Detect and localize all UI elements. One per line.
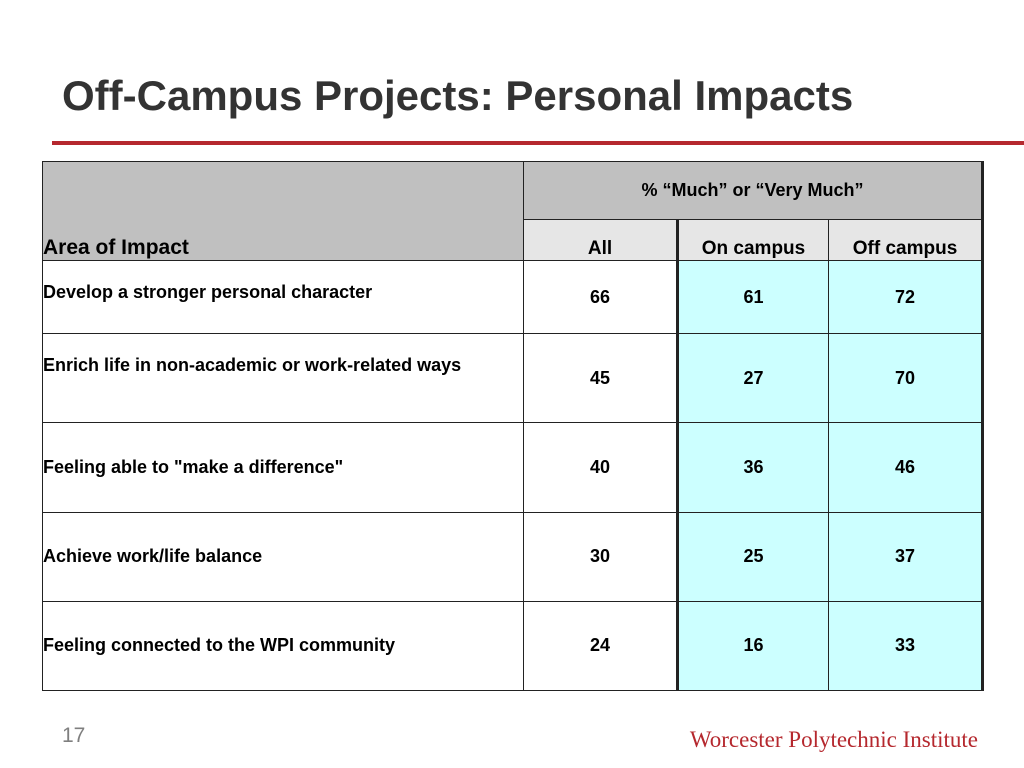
row-label: Enrich life in non-academic or work-rela…	[42, 333, 524, 424]
cell-off-campus: 46	[827, 422, 985, 513]
table-row: Develop a stronger personal character 66…	[42, 259, 985, 335]
table-row: Achieve work/life balance 30 25 37	[42, 511, 985, 602]
percent-much-header: % “Much” or “Very Much”	[522, 161, 985, 220]
cell-all: 66	[523, 259, 678, 335]
column-header-all: All	[523, 219, 678, 261]
cell-all: 45	[523, 333, 678, 424]
impact-table: Area of Impact % “Much” or “Very Much” A…	[42, 161, 985, 692]
row-label: Develop a stronger personal character	[42, 259, 524, 335]
cell-off-campus: 72	[827, 259, 985, 335]
cell-off-campus: 70	[827, 333, 985, 424]
cell-off-campus: 37	[827, 511, 985, 602]
row-label: Achieve work/life balance	[42, 511, 524, 602]
table-header-row: Area of Impact % “Much” or “Very Much”	[42, 161, 985, 261]
cell-on-campus: 27	[676, 333, 829, 424]
title-divider	[52, 141, 1024, 145]
area-of-impact-header: Area of Impact	[42, 161, 524, 261]
cell-on-campus: 61	[676, 259, 829, 335]
row-label: Feeling able to "make a difference"	[42, 422, 524, 513]
column-header-off-campus: Off campus	[827, 219, 985, 261]
page-title: Off-Campus Projects: Personal Impacts	[62, 72, 854, 119]
row-label: Feeling connected to the WPI community	[42, 600, 524, 692]
table-row: Feeling able to "make a difference" 40 3…	[42, 422, 985, 513]
cell-off-campus: 33	[827, 600, 985, 692]
cell-on-campus: 25	[676, 511, 829, 602]
cell-all: 30	[523, 511, 678, 602]
cell-all: 40	[523, 422, 678, 513]
table-subheader-row: All On campus Off campus	[43, 219, 985, 261]
column-header-on-campus: On campus	[676, 219, 829, 261]
footer-brand: Worcester Polytechnic Institute	[689, 727, 978, 752]
table-row: Feeling connected to the WPI community 2…	[42, 600, 985, 692]
cell-on-campus: 36	[676, 422, 829, 513]
table-row: Enrich life in non-academic or work-rela…	[42, 333, 985, 424]
page-number: 17	[62, 724, 86, 747]
cell-on-campus: 16	[676, 600, 829, 692]
cell-all: 24	[523, 600, 678, 692]
